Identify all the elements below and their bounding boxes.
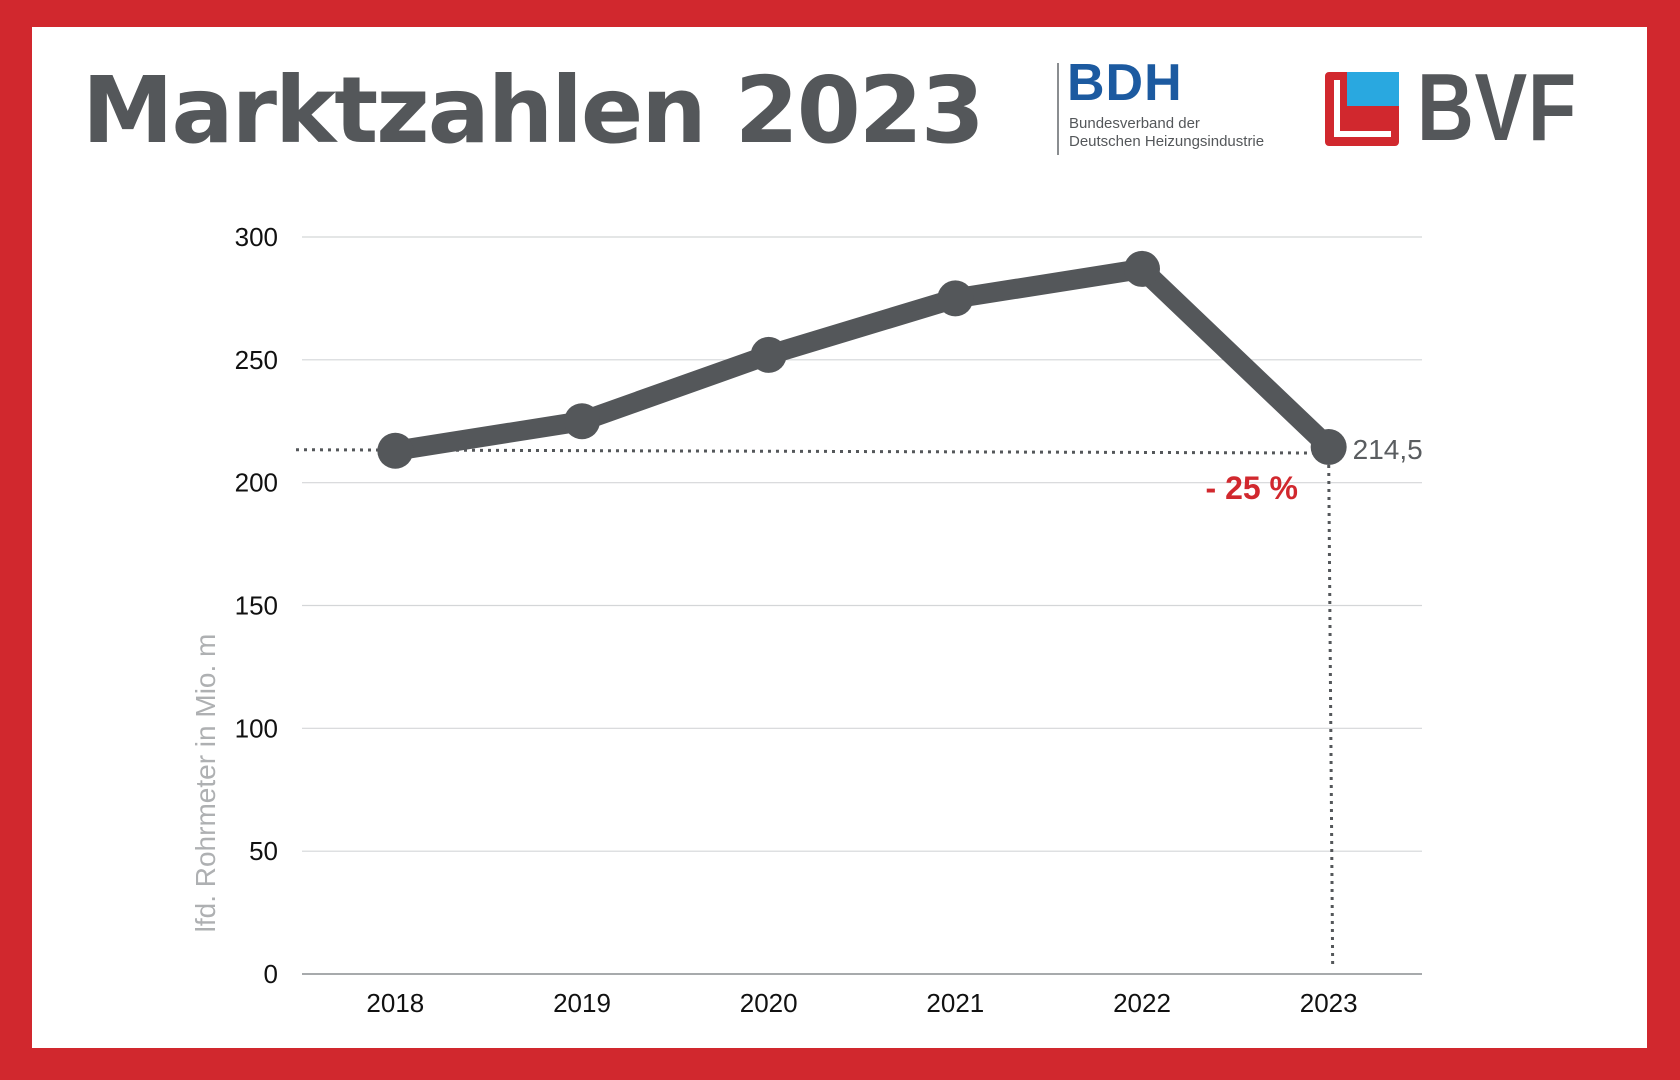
- x-tick-label-2018: 2018: [366, 988, 424, 1018]
- frame: Marktzahlen 2023 BDH Bundesverband der D…: [32, 27, 1647, 1048]
- bdh-logo-word: BDH: [1067, 54, 1183, 112]
- bvf-logo: BVF: [1325, 60, 1585, 172]
- grid-lines: [302, 236, 1422, 975]
- series: [377, 250, 1347, 469]
- y-tick-label-150: 150: [235, 591, 278, 621]
- data-point-2019: [564, 403, 600, 440]
- guide-lines: [295, 448, 1335, 967]
- x-tick-label-2020: 2020: [740, 988, 798, 1018]
- data-point-2023: [1310, 429, 1347, 466]
- chart-labels: lfd. Rohrmeter in Mio. m 214,5 - 25 %: [190, 434, 1423, 932]
- data-point-2021: [937, 280, 974, 317]
- y-tick-label-100: 100: [235, 713, 278, 743]
- y-tick-labels: 0 50 100 150 200 250 300: [235, 222, 278, 989]
- value-label-2023: 214,5: [1353, 434, 1423, 465]
- bdh-logo-bar: [1057, 63, 1059, 155]
- data-point-2018: [377, 432, 414, 469]
- bdh-logo-line1: Bundesverband der: [1069, 115, 1200, 132]
- bdh-logo: BDH Bundesverband der Deutschen Heizungs…: [1057, 57, 1297, 183]
- x-tick-labels: 2018 2019 2020 2021 2022 2023: [366, 988, 1357, 1018]
- bvf-logo-word: BVF: [1417, 54, 1577, 161]
- series-line: [385, 258, 1339, 461]
- y-tick-label-200: 200: [235, 468, 278, 498]
- change-annotation: - 25 %: [1206, 470, 1298, 506]
- vertical-reference-line: [1327, 457, 1335, 967]
- x-tick-label-2021: 2021: [926, 988, 984, 1018]
- x-tick-label-2023: 2023: [1300, 988, 1358, 1018]
- page-title: Marktzahlen 2023: [82, 57, 985, 164]
- bdh-logo-subtitle: Bundesverband der Deutschen Heizungsindu…: [1069, 115, 1264, 151]
- y-tick-label-50: 50: [249, 836, 278, 866]
- bdh-logo-line2: Deutschen Heizungsindustrie: [1069, 133, 1265, 150]
- bvf-logo-mark-icon: [1325, 72, 1399, 146]
- y-tick-label-300: 300: [235, 222, 278, 252]
- data-point-2022: [1124, 250, 1160, 287]
- data-point-2020: [750, 336, 787, 373]
- y-tick-label-250: 250: [235, 345, 278, 375]
- y-tick-label-0: 0: [264, 959, 278, 989]
- x-tick-label-2019: 2019: [553, 988, 611, 1018]
- x-tick-label-2022: 2022: [1113, 988, 1171, 1018]
- y-axis-label: lfd. Rohrmeter in Mio. m: [190, 634, 221, 933]
